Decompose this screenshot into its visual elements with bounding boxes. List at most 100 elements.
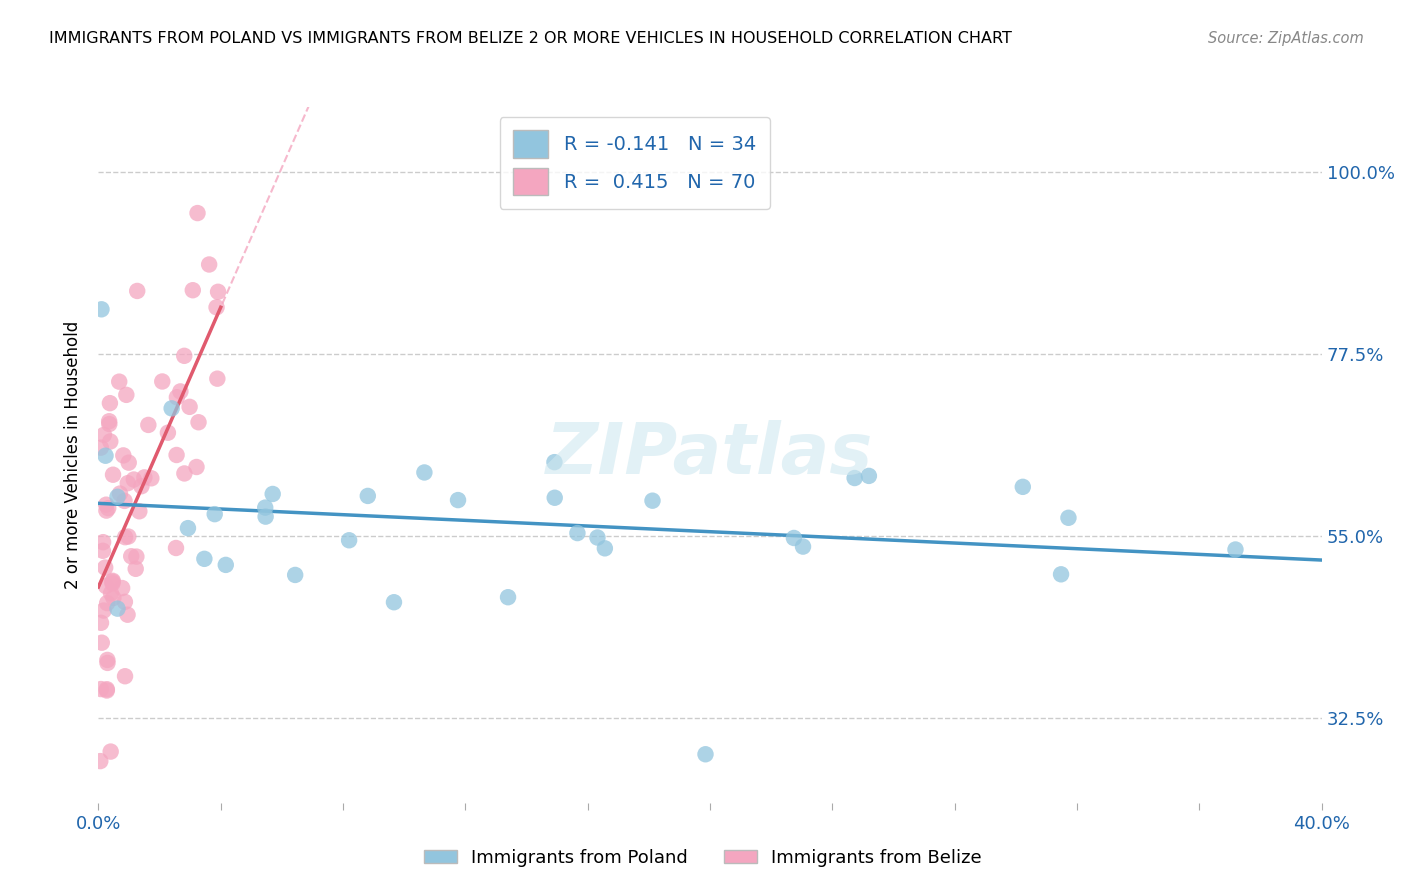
Point — [117, 476, 139, 491]
Point — [641, 493, 664, 508]
Point — [413, 466, 436, 480]
Point — [1225, 542, 1247, 557]
Point — [169, 384, 191, 399]
Point — [543, 455, 565, 469]
Point — [205, 301, 228, 315]
Point — [128, 504, 150, 518]
Point — [90, 615, 112, 630]
Point — [96, 656, 118, 670]
Point — [101, 576, 124, 591]
Point — [120, 549, 142, 564]
Point — [125, 562, 148, 576]
Point — [179, 400, 201, 414]
Point — [98, 434, 121, 449]
Point — [91, 535, 114, 549]
Point — [101, 574, 124, 589]
Point — [357, 489, 380, 503]
Point — [156, 425, 179, 440]
Point — [262, 487, 284, 501]
Point — [90, 636, 112, 650]
Point — [103, 591, 125, 605]
Point — [122, 473, 145, 487]
Legend: Immigrants from Poland, Immigrants from Belize: Immigrants from Poland, Immigrants from … — [418, 842, 988, 874]
Point — [150, 375, 173, 389]
Point — [127, 284, 149, 298]
Point — [186, 206, 208, 220]
Point — [96, 596, 118, 610]
Point — [544, 491, 567, 505]
Point — [496, 591, 519, 605]
Point — [254, 500, 277, 515]
Legend: R = -0.141   N = 34, R =  0.415   N = 70: R = -0.141 N = 34, R = 0.415 N = 70 — [499, 117, 769, 209]
Point — [166, 390, 188, 404]
Point — [94, 579, 117, 593]
Point — [187, 415, 209, 429]
Point — [125, 549, 148, 564]
Point — [165, 541, 187, 555]
Text: Source: ZipAtlas.com: Source: ZipAtlas.com — [1208, 31, 1364, 46]
Point — [138, 417, 160, 432]
Point — [107, 601, 129, 615]
Point — [586, 531, 609, 545]
Point — [108, 375, 131, 389]
Point — [141, 471, 163, 485]
Point — [115, 388, 138, 402]
Point — [207, 372, 229, 386]
Point — [111, 581, 134, 595]
Point — [91, 543, 114, 558]
Point — [254, 509, 277, 524]
Point — [160, 401, 183, 416]
Point — [100, 745, 122, 759]
Point — [96, 498, 118, 512]
Point — [382, 595, 405, 609]
Point — [131, 479, 153, 493]
Point — [94, 449, 117, 463]
Text: IMMIGRANTS FROM POLAND VS IMMIGRANTS FROM BELIZE 2 OR MORE VEHICLES IN HOUSEHOLD: IMMIGRANTS FROM POLAND VS IMMIGRANTS FRO… — [49, 31, 1012, 46]
Point — [101, 467, 124, 482]
Point — [695, 747, 717, 762]
Text: ZIPatlas: ZIPatlas — [547, 420, 873, 490]
Point — [1057, 510, 1080, 524]
Y-axis label: 2 or more Vehicles in Household: 2 or more Vehicles in Household — [65, 321, 83, 589]
Point — [96, 682, 118, 697]
Point — [284, 568, 307, 582]
Point — [166, 448, 188, 462]
Point — [90, 681, 112, 696]
Point — [93, 428, 115, 442]
Point — [98, 414, 121, 428]
Point — [114, 595, 136, 609]
Point — [98, 417, 121, 431]
Point — [447, 493, 470, 508]
Point — [108, 486, 131, 500]
Point — [337, 533, 360, 548]
Point — [112, 449, 135, 463]
Point — [90, 441, 112, 455]
Point — [96, 503, 118, 517]
Point — [215, 558, 238, 572]
Point — [783, 531, 806, 545]
Point — [94, 560, 117, 574]
Point — [96, 653, 118, 667]
Point — [100, 586, 122, 600]
Point — [101, 574, 124, 588]
Point — [89, 754, 111, 768]
Point — [107, 490, 129, 504]
Point — [593, 541, 616, 556]
Point — [134, 470, 156, 484]
Point — [96, 683, 118, 698]
Point — [114, 494, 136, 508]
Point — [118, 456, 141, 470]
Point — [97, 501, 120, 516]
Point — [173, 349, 195, 363]
Point — [198, 258, 221, 272]
Point — [207, 285, 229, 299]
Point — [114, 669, 136, 683]
Point — [858, 469, 880, 483]
Point — [844, 471, 866, 485]
Point — [186, 460, 208, 475]
Point — [173, 467, 195, 481]
Point — [98, 396, 121, 410]
Point — [1011, 480, 1033, 494]
Point — [792, 540, 814, 554]
Point — [567, 526, 589, 541]
